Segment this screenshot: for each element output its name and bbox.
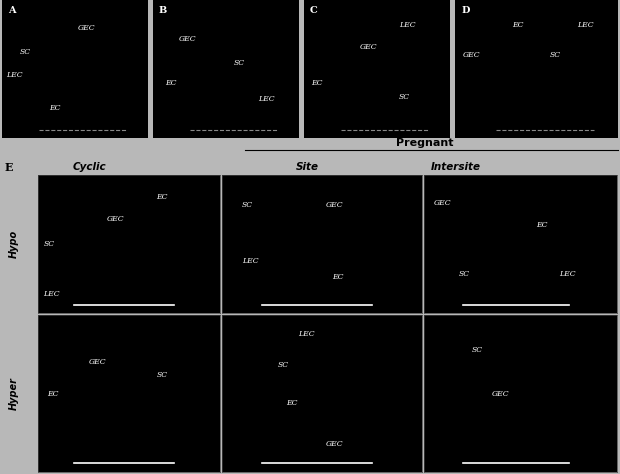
Text: B: B [159, 6, 167, 15]
Text: EC: EC [47, 390, 59, 398]
Text: GEC: GEC [326, 440, 343, 448]
Text: GEC: GEC [326, 201, 343, 210]
Text: SC: SC [19, 48, 30, 56]
Text: GEC: GEC [492, 390, 509, 398]
Text: D: D [461, 6, 470, 15]
Text: EC: EC [512, 21, 523, 29]
Text: E: E [5, 162, 14, 173]
Text: Hypo: Hypo [9, 230, 19, 258]
Text: EC: EC [332, 273, 343, 281]
Text: EC: EC [49, 104, 60, 112]
Text: LEC: LEC [242, 256, 259, 264]
Text: LEC: LEC [577, 21, 594, 29]
Text: GEC: GEC [179, 35, 197, 43]
Text: EC: EC [311, 79, 323, 87]
Text: LEC: LEC [399, 21, 415, 29]
Text: SC: SC [43, 240, 55, 248]
Text: SC: SC [399, 92, 410, 100]
Text: Intersite: Intersite [431, 162, 480, 172]
Text: EC: EC [156, 193, 168, 201]
Text: SC: SC [459, 270, 470, 278]
Text: EC: EC [165, 79, 176, 87]
Text: LEC: LEC [298, 330, 314, 338]
Text: SC: SC [278, 361, 289, 369]
Text: LEC: LEC [258, 95, 275, 103]
Text: C: C [310, 6, 317, 15]
Text: SC: SC [242, 201, 253, 210]
Text: GEC: GEC [463, 51, 480, 59]
Text: LEC: LEC [6, 71, 23, 79]
Text: GEC: GEC [89, 358, 107, 366]
Text: SC: SC [233, 59, 244, 67]
Text: GEC: GEC [433, 199, 451, 207]
Text: SC: SC [156, 371, 167, 379]
Text: GEC: GEC [78, 24, 95, 32]
Text: GEC: GEC [360, 43, 377, 51]
Text: Cyclic: Cyclic [73, 162, 107, 172]
Text: GEC: GEC [107, 215, 125, 223]
Text: Hyper: Hyper [9, 377, 19, 410]
Text: Site: Site [295, 162, 319, 172]
Text: Pregnant: Pregnant [396, 138, 453, 148]
Text: EC: EC [536, 221, 547, 228]
Text: LEC: LEC [43, 290, 60, 298]
Text: EC: EC [286, 399, 298, 407]
Text: A: A [8, 6, 16, 15]
Text: LEC: LEC [559, 270, 576, 278]
Text: SC: SC [549, 51, 560, 59]
Text: SC: SC [472, 346, 484, 354]
